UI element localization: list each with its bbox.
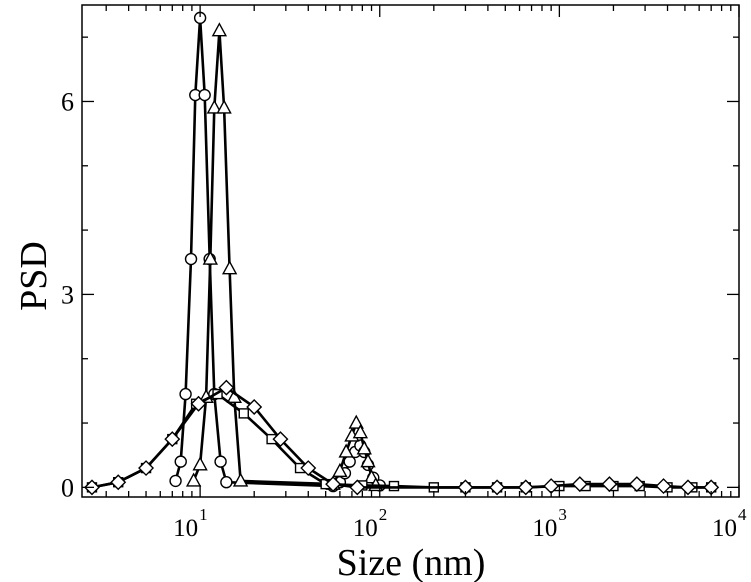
data-point-square [388, 480, 400, 492]
data-point-diamond [325, 476, 342, 493]
data-point-circle [220, 476, 233, 489]
y-tick-label: 6 [61, 87, 74, 116]
data-point-circle [184, 252, 198, 266]
x-tick-label: 10 [712, 515, 737, 542]
x-tick-label-exponent: 3 [558, 505, 567, 524]
data-point-diamond [300, 460, 317, 477]
x-tick-label-exponent: 4 [738, 505, 747, 524]
data-point-diamond [349, 479, 366, 496]
data-point-diamond [190, 395, 207, 412]
data-point-diamond [601, 476, 618, 493]
x-axis-label: Size (nm) [337, 542, 486, 582]
data-point-diamond [272, 431, 289, 448]
x-tick-label: 10 [353, 515, 378, 542]
series-line [192, 29, 377, 487]
data-point-triangle [232, 472, 249, 487]
series-diamond [83, 379, 720, 496]
data-point-triangle [352, 424, 369, 439]
data-point-triangle [185, 472, 202, 487]
data-point-diamond [489, 479, 506, 496]
data-point-diamond [164, 431, 181, 448]
data-point-triangle [332, 462, 348, 477]
series-triangle [185, 22, 384, 492]
data-point-diamond [655, 478, 672, 495]
x-tick-label: 10 [173, 515, 198, 542]
x-tick-label-exponent: 1 [199, 505, 208, 524]
series-layer [83, 11, 720, 496]
data-point-circle [169, 474, 182, 488]
series-circle [169, 11, 386, 493]
data-point-diamond [571, 476, 588, 493]
data-point-triangle [211, 22, 228, 37]
data-point-diamond [246, 398, 263, 415]
data-point-triangle [206, 99, 223, 114]
data-point-triangle [216, 99, 232, 114]
data-point-diamond [138, 460, 155, 477]
data-point-diamond [517, 479, 534, 496]
data-point-triangle [221, 260, 238, 275]
y-axis-label: PSD [13, 241, 55, 311]
data-point-diamond [218, 379, 235, 396]
data-point-circle [174, 455, 187, 468]
series-line [174, 16, 381, 488]
data-point-triangle [338, 443, 354, 458]
data-point-triangle [356, 440, 372, 455]
plot-frame [81, 4, 740, 498]
data-point-square [238, 408, 249, 419]
data-point-triangle [192, 456, 208, 471]
x-tick-label-exponent: 2 [379, 505, 388, 524]
data-point-diamond [679, 479, 696, 496]
data-point-triangle [202, 250, 219, 265]
data-point-triangle [360, 453, 376, 468]
data-point-circle [179, 387, 192, 401]
data-point-diamond [110, 474, 127, 491]
data-point-triangle [348, 414, 364, 429]
x-tick-label: 10 [532, 515, 557, 542]
data-point-circle [198, 88, 211, 102]
y-tick-label: 0 [61, 473, 74, 502]
y-tick-label: 3 [61, 280, 74, 309]
data-point-circle [214, 455, 227, 468]
data-point-diamond [628, 476, 645, 493]
